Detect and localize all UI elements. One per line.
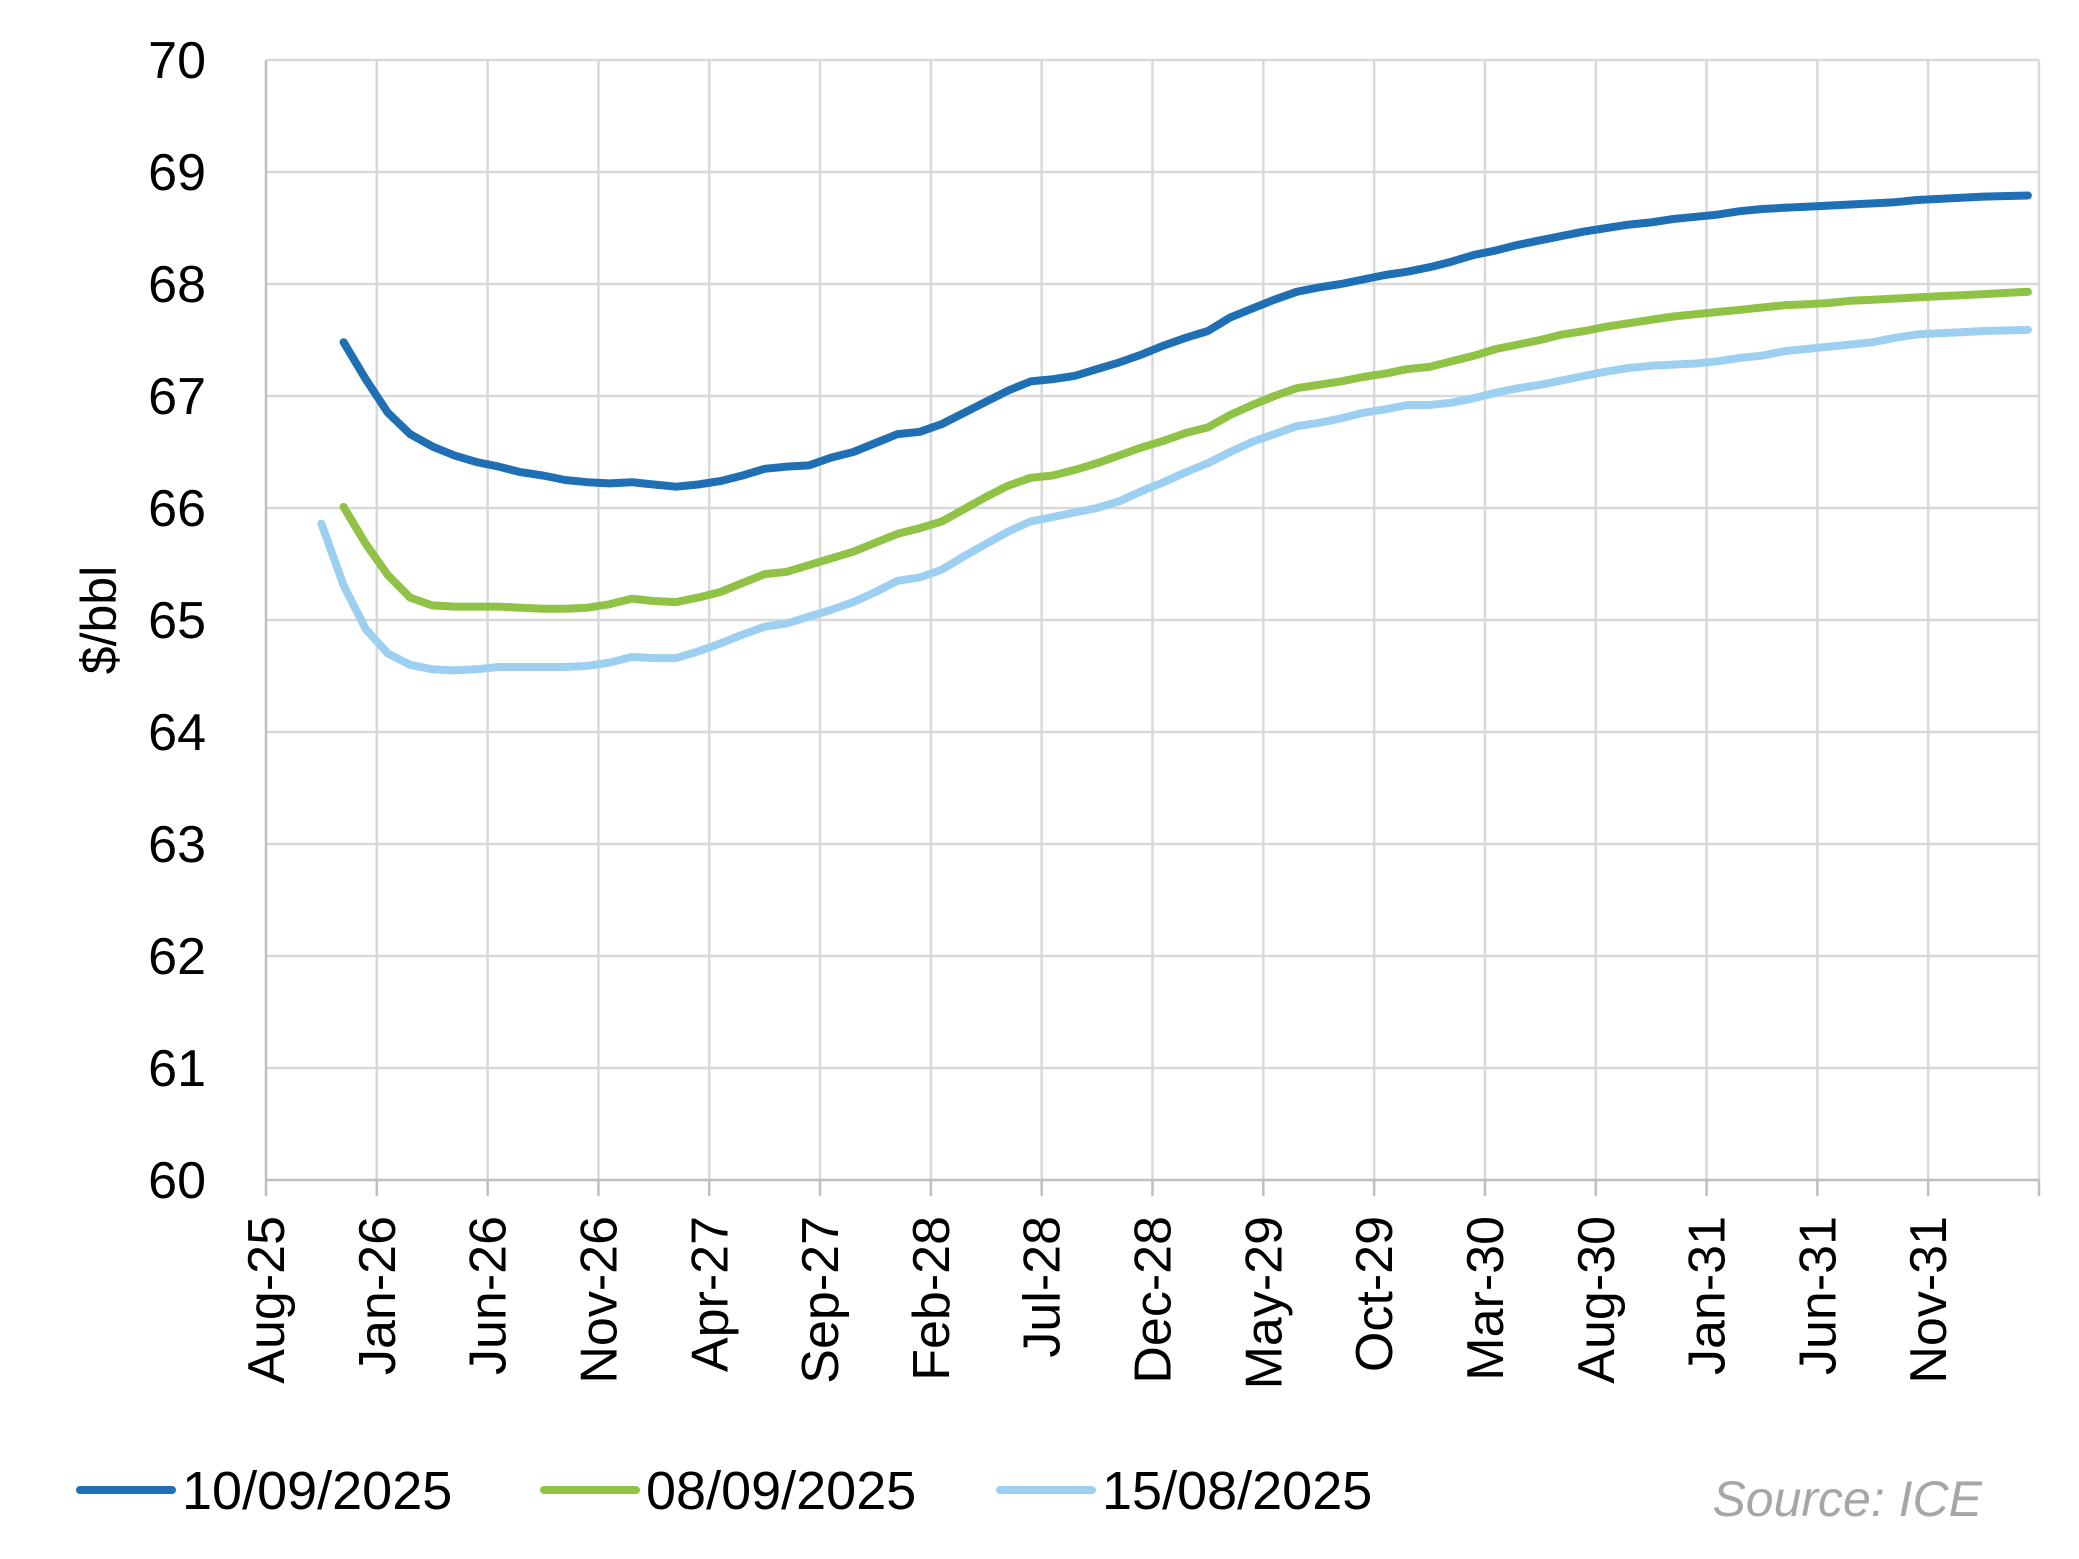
x-tick-label: Jan-26 xyxy=(349,1216,407,1375)
series-line-3 xyxy=(317,325,2032,675)
x-tick-label: Jun-26 xyxy=(460,1216,518,1375)
x-tick-label: Apr-27 xyxy=(681,1216,739,1372)
series-layer xyxy=(317,191,2032,675)
x-tick-label: Nov-31 xyxy=(1900,1216,1958,1384)
x-tick-label: Oct-29 xyxy=(1346,1216,1404,1372)
y-tick-label: 60 xyxy=(148,1152,206,1210)
y-tick-labels: 60 61 62 63 64 65 66 67 68 69 70 xyxy=(148,32,206,1210)
x-tick-label: May-29 xyxy=(1235,1216,1293,1389)
x-tick-label: Jul-28 xyxy=(1014,1216,1072,1358)
x-tick-label: Jan-31 xyxy=(1679,1216,1737,1375)
source-label: Source: ICE xyxy=(1712,1471,1982,1527)
legend-label-1: 10/09/2025 xyxy=(182,1461,452,1521)
y-axis-title: $/bbl xyxy=(71,566,127,674)
y-tick-label: 62 xyxy=(148,928,206,986)
y-tick-label: 66 xyxy=(148,480,206,538)
x-tick-label: Sep-27 xyxy=(792,1216,850,1384)
legend-label-2: 08/09/2025 xyxy=(646,1461,916,1521)
legend: 10/09/2025 08/09/2025 15/08/2025 xyxy=(76,1461,1372,1521)
y-tick-label: 65 xyxy=(148,592,206,650)
x-tick-label: Jun-31 xyxy=(1789,1216,1847,1375)
y-tick-label: 69 xyxy=(148,144,206,202)
y-tick-label: 68 xyxy=(148,256,206,314)
y-tick-label: 63 xyxy=(148,816,206,874)
x-tick-label: Feb-28 xyxy=(903,1216,961,1381)
grid-layer xyxy=(266,58,2041,1180)
x-tick-label: Dec-28 xyxy=(1125,1216,1183,1384)
axis-layer xyxy=(264,60,2041,1196)
y-tick-label: 67 xyxy=(148,368,206,426)
x-tick-label: Aug-25 xyxy=(238,1216,296,1384)
series-line-1 xyxy=(339,191,2032,491)
y-tick-label: 64 xyxy=(148,704,206,762)
x-tick-label: Nov-26 xyxy=(570,1216,628,1384)
x-tick-label: Aug-30 xyxy=(1568,1216,1626,1384)
legend-label-3: 15/08/2025 xyxy=(1102,1461,1372,1521)
series-line-2 xyxy=(339,287,2032,613)
y-tick-label: 61 xyxy=(148,1040,206,1098)
y-tick-label: 70 xyxy=(148,32,206,90)
x-tick-labels: Aug-25 Jan-26 Jun-26 Nov-26 Apr-27 Sep-27 Feb-… xyxy=(238,1216,1958,1389)
x-tick-label: Mar-30 xyxy=(1457,1216,1515,1381)
